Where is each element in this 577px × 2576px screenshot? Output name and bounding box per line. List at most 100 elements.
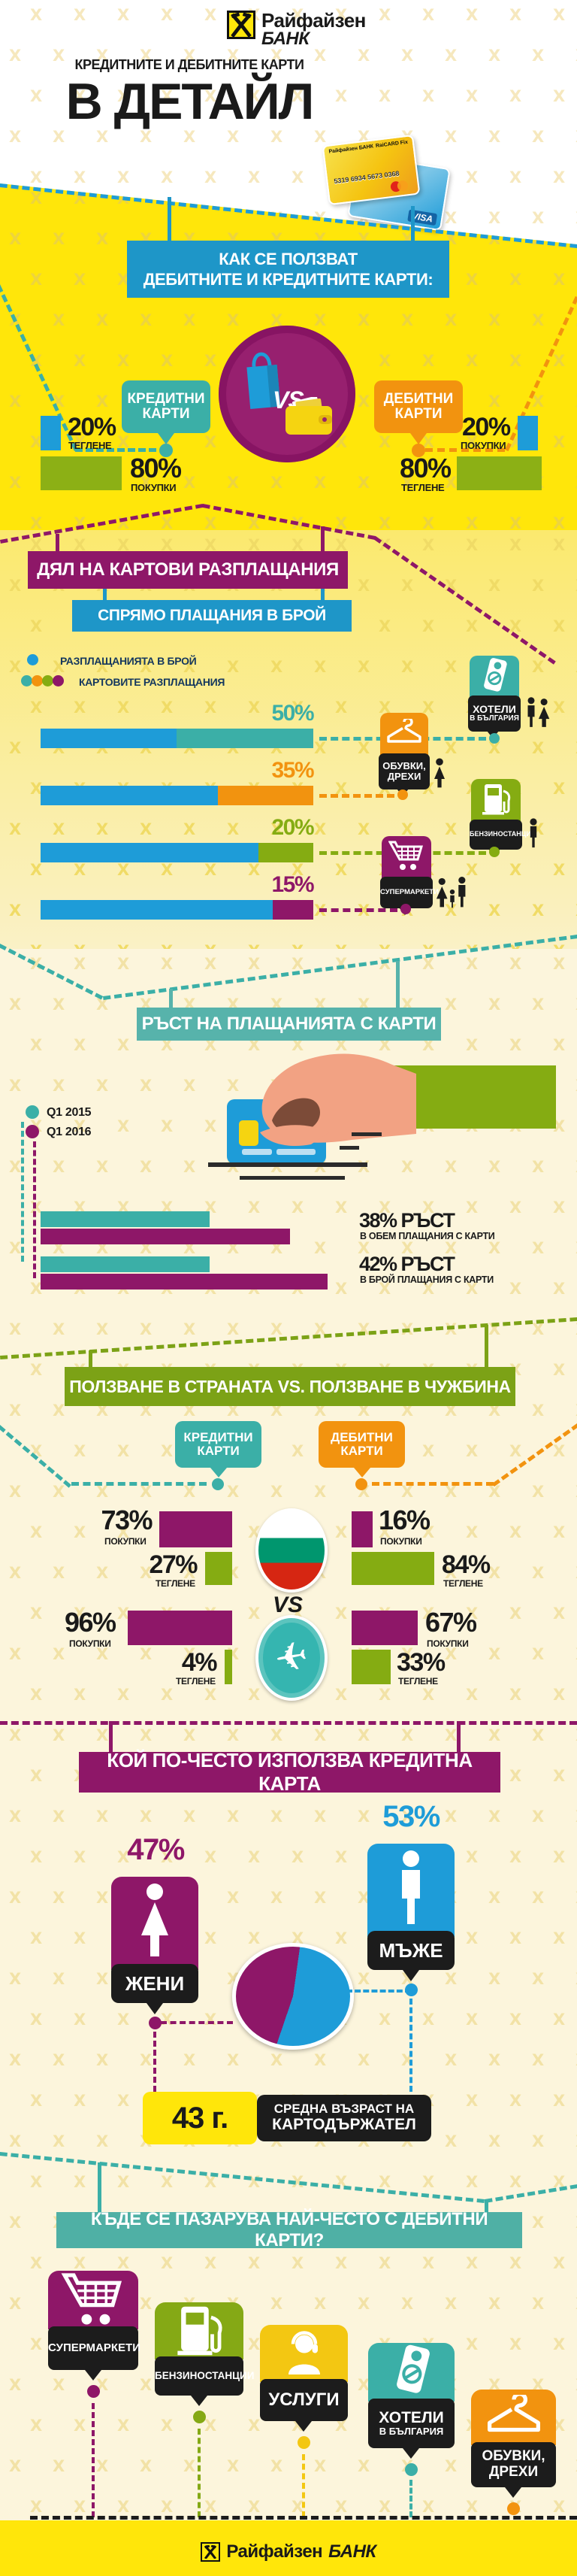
row3-bar-card	[258, 843, 313, 862]
debit-teglene-label: ТЕГЛЕНЕ	[401, 482, 445, 493]
hotels-dot-s6	[405, 2463, 418, 2476]
section2-header-line2-box: СПРЯМО ПЛАЩАНИЯ В БРОЙ	[72, 600, 352, 632]
row4-bar-card	[273, 900, 313, 920]
section6-connector-left	[98, 2162, 101, 2212]
legend-card-dot-teal	[21, 675, 32, 686]
footer-logo: Райфайзен БАНК	[0, 2537, 577, 2567]
debit-pokupki-swatch	[518, 416, 538, 450]
growth-volume-2015-bar	[41, 1211, 210, 1227]
cart-icon-s6	[61, 2270, 125, 2331]
hanger-icon	[386, 716, 422, 750]
hotels-dot	[489, 733, 500, 744]
age-caption-line1: СРЕДНА ВЪЗРАСТ НА	[273, 2102, 415, 2117]
section4-header: ПОЛЗВАНЕ В СТРАНАТА VS. ПОЛЗВАНЕ В ЧУЖБИ…	[65, 1367, 515, 1406]
credit-teglene-pct: 20%	[68, 413, 116, 441]
growth-count-2016-bar	[41, 1274, 328, 1290]
debit-cards-bubble-s4: ДЕБИТНИ КАРТИ	[319, 1421, 405, 1468]
legend-card-dot-purple	[53, 675, 64, 686]
card-visual-raicard: Райфайзен БАНК RaiCARD Fix 5319 6934 567…	[322, 134, 421, 206]
credit-bubble-s4-line1: КРЕДИТНИ	[183, 1430, 253, 1445]
card-stripe2	[242, 1149, 272, 1155]
men-dash-v	[409, 1999, 412, 2092]
gas-tile-s6	[155, 2302, 243, 2359]
hotels-label-box-s6: ХОТЕЛИ В БЪЛГАРИЯ	[368, 2399, 455, 2448]
women-box-tail	[147, 2003, 163, 2014]
airplane-icon: ✈	[271, 1632, 312, 1683]
dom-credit-teglene-bar	[205, 1552, 232, 1585]
section3-header-text: РЪСТ НА ПЛАЩАНИЯТА С КАРТИ	[141, 1014, 437, 1034]
mastercard-icon2	[397, 180, 409, 192]
sleeve-graphic	[392, 1065, 556, 1129]
gas-dash-s6	[198, 2429, 201, 2517]
section3-connector-right	[396, 961, 400, 1008]
section2-connector-left	[56, 534, 59, 553]
men-tile	[367, 1844, 455, 1937]
card-product: RaiCARD Fix	[375, 139, 409, 150]
abr-credit-pokupki-pct: 96%	[65, 1607, 116, 1638]
age-caption-line2: КАРТОДЪРЖАТЕЛ	[272, 2115, 416, 2133]
section4-connector-right	[485, 1325, 488, 1367]
section5-connector-right	[457, 1721, 461, 1752]
footer-dash-line	[30, 2516, 577, 2520]
clothes-tail-s6	[505, 2487, 521, 2498]
section1-connector-left	[168, 197, 171, 242]
debit-bubble-s4-dot	[355, 1478, 367, 1490]
supermarket-label-s6: СУПЕРМАРКЕТИ	[48, 2341, 140, 2354]
legend-purple-dash	[33, 1141, 36, 1278]
clothes-label-s6-line1: ОБУВКИ,	[482, 2448, 545, 2465]
card-number: 5319 6934 5673 0368	[333, 169, 400, 186]
debit-bubble-s4-line2: КАРТИ	[340, 1444, 383, 1458]
section4-header-text: ПОЛЗВАНЕ В СТРАНАТА VS. ПОЛЗВАНЕ В ЧУЖБИ…	[69, 1376, 511, 1396]
q1-2015-label: Q1 2015	[47, 1106, 92, 1119]
supermarket-tile-s6	[48, 2271, 138, 2329]
hotels-label-s6-line2: В БЪЛГАРИЯ	[379, 2426, 444, 2438]
dom-debit-pokupki-pct: 16%	[379, 1505, 430, 1535]
row2-dash	[319, 794, 394, 798]
q1-2015-dot	[26, 1105, 39, 1119]
services-dot	[298, 2436, 310, 2449]
card-issuer: Райфайзен БАНК	[328, 144, 374, 155]
card-chip	[239, 1120, 258, 1146]
credit-pokupki-label: ПОКУПКИ	[131, 482, 177, 493]
bank-logo-name2: БАНК	[261, 29, 310, 49]
gas-label-box-s6: БЕНЗИНОСТАНЦИИ	[155, 2356, 254, 2396]
debit-dash-s4	[372, 1482, 494, 1486]
bank-logo-icon	[227, 11, 255, 39]
gas-tile	[471, 779, 521, 821]
vs-label-s4: VS	[273, 1593, 304, 1617]
clothes-dot-s6	[507, 2502, 520, 2515]
debit-bubble-line2: КАРТИ	[394, 406, 443, 422]
page-subtitle: КРЕДИТНИТЕ И ДЕБИТНИТЕ КАРТИ	[74, 57, 304, 72]
dom-credit-teglene-label: ТЕГЛЕНЕ	[156, 1578, 195, 1589]
hotels-label-box: ХОТЕЛИ В БЪЛГАРИЯ	[468, 696, 521, 732]
supermarket-dash-s6	[92, 2403, 95, 2517]
abr-debit-teglene-label: ТЕГЛЕНЕ	[398, 1676, 438, 1687]
shopping-bag-icon	[242, 343, 284, 415]
row2-bar-card	[218, 786, 313, 805]
section5-header: КОЙ ПО-ЧЕСТО ИЗПОЛЗВА КРЕДИТНА КАРТА	[79, 1749, 500, 1795]
dom-debit-pokupki-bar	[352, 1511, 373, 1547]
slot-line1	[208, 1162, 367, 1167]
dom-debit-teglene-bar	[352, 1552, 434, 1585]
clothes-dot	[397, 789, 408, 800]
legend-card-label: КАРТОВИТЕ РАЗПЛАЩАНИЯ	[79, 676, 225, 688]
clothes-label-line2: ДРЕХИ	[387, 771, 421, 782]
age-caption-box: СРЕДНА ВЪЗРАСТ НА КАРТОДЪРЖАТЕЛ	[257, 2095, 431, 2141]
women-dot	[149, 2017, 162, 2029]
clothes-label-s6-line2: ДРЕХИ	[488, 2464, 539, 2480]
women-dash-h	[161, 2021, 233, 2024]
clothes-tile-s6	[471, 2390, 556, 2445]
cart-icon	[388, 838, 424, 877]
credit-pokupki-pct: 80%	[130, 453, 182, 483]
dom-credit-pokupki-bar	[159, 1511, 232, 1547]
man-figure-icon	[526, 817, 541, 850]
section2-header-line1-box: ДЯЛ НА КАРТОВИ РАЗПЛАЩАНИЯ	[28, 551, 348, 589]
section2-header-line2: СПРЯМО ПЛАЩАНИЯ В БРОЙ	[98, 607, 326, 624]
hotels-label-s6-line1: ХОТЕЛИ	[379, 2408, 444, 2426]
dom-credit-pokupki-pct: 73%	[101, 1505, 153, 1535]
section1-connector-right	[411, 206, 415, 242]
supermarket-tail-s6	[85, 2370, 101, 2381]
gender-pie-chart	[232, 1943, 354, 2050]
woman-figure-icon	[431, 758, 448, 789]
